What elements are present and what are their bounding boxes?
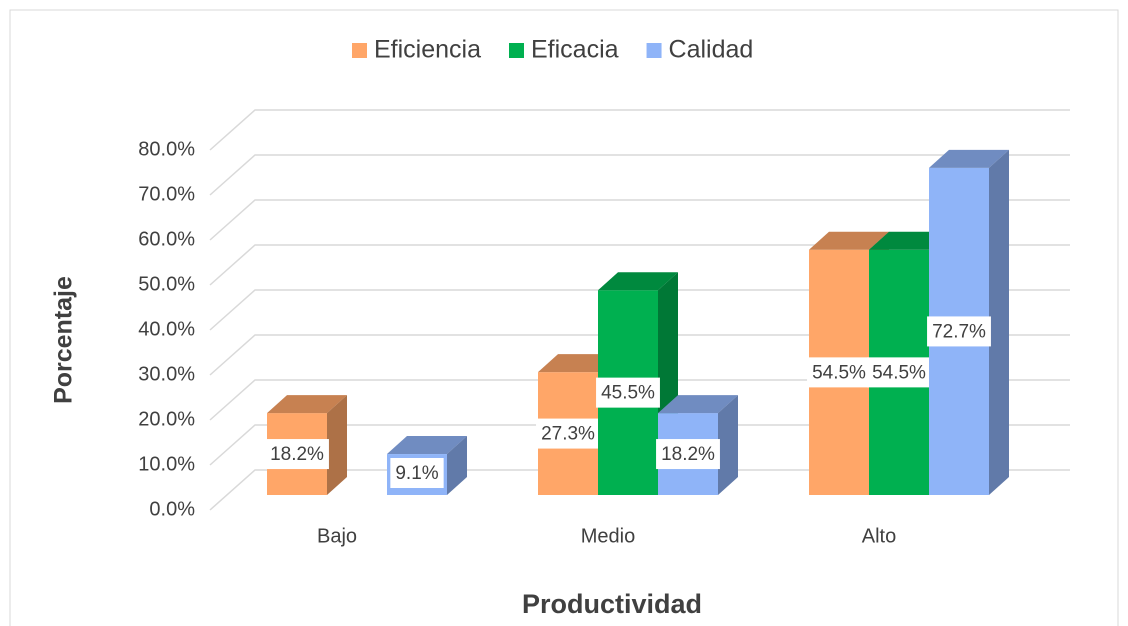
bar-side bbox=[989, 149, 1009, 495]
grid-line bbox=[209, 109, 1070, 151]
data-label: 27.3% bbox=[541, 424, 595, 445]
bar-side bbox=[447, 436, 467, 495]
grid-line bbox=[209, 334, 1070, 376]
grid-line bbox=[209, 469, 1070, 511]
y-tick-label: 70.0% bbox=[138, 183, 195, 205]
grid-line bbox=[209, 379, 1070, 421]
bar-top bbox=[658, 395, 738, 414]
grid-line bbox=[209, 424, 1070, 466]
data-label: 54.5% bbox=[812, 362, 866, 383]
legend-label: Eficiencia bbox=[374, 36, 481, 64]
y-axis-label: Porcentaje bbox=[50, 276, 78, 404]
y-tick-label: 0.0% bbox=[149, 498, 195, 520]
data-label: 18.2% bbox=[270, 444, 324, 465]
bar-side bbox=[327, 395, 347, 495]
x-tick-label: Medio bbox=[581, 525, 635, 547]
data-label: 45.5% bbox=[601, 383, 655, 404]
legend-label: Eficacia bbox=[531, 36, 619, 64]
bar-top bbox=[387, 436, 467, 455]
y-tick-label: 10.0% bbox=[138, 453, 195, 475]
x-axis-label: Productividad bbox=[522, 589, 702, 619]
grid-line bbox=[209, 289, 1070, 331]
bar-top bbox=[598, 272, 678, 291]
data-label-box bbox=[807, 357, 871, 388]
data-label-box bbox=[265, 439, 329, 470]
bar-side bbox=[718, 395, 738, 495]
y-tick-label: 40.0% bbox=[138, 318, 195, 340]
data-label: 9.1% bbox=[395, 463, 438, 484]
data-label-box bbox=[867, 357, 931, 388]
grid-line bbox=[209, 244, 1070, 286]
data-label: 54.5% bbox=[872, 362, 926, 383]
y-tick-label: 20.0% bbox=[138, 408, 195, 430]
data-label-box bbox=[536, 418, 600, 449]
grid-line bbox=[209, 199, 1070, 241]
legend-swatch bbox=[646, 43, 662, 58]
y-tick-label: 80.0% bbox=[138, 138, 195, 160]
data-label-box bbox=[656, 439, 720, 470]
legend-swatch bbox=[352, 43, 367, 58]
x-tick-label: Alto bbox=[862, 525, 896, 547]
grid-line bbox=[209, 154, 1070, 196]
y-tick-label: 60.0% bbox=[138, 228, 195, 250]
data-label: 18.2% bbox=[661, 444, 715, 465]
legend-label: Calidad bbox=[669, 36, 754, 64]
y-tick-label: 30.0% bbox=[138, 363, 195, 385]
data-label-box bbox=[390, 458, 444, 488]
bar-top bbox=[809, 231, 889, 250]
x-tick-label: Bajo bbox=[317, 525, 357, 547]
data-label-box bbox=[927, 316, 991, 347]
data-label-box bbox=[596, 377, 660, 408]
legend-swatch bbox=[509, 43, 524, 58]
data-label: 72.7% bbox=[932, 321, 986, 342]
y-tick-label: 50.0% bbox=[138, 273, 195, 295]
bar-top bbox=[267, 395, 347, 414]
bar-top bbox=[929, 149, 1009, 168]
legend: Eficiencia Eficacia Calidad bbox=[352, 36, 753, 64]
